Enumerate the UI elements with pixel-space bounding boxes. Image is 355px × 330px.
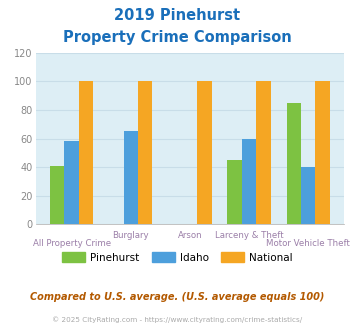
Text: Larceny & Theft: Larceny & Theft: [215, 231, 283, 240]
Bar: [79, 82, 93, 224]
Bar: [64, 142, 79, 224]
Bar: [316, 82, 330, 224]
Bar: [197, 82, 212, 224]
Bar: [256, 82, 271, 224]
Bar: [242, 139, 256, 224]
Bar: [301, 167, 316, 224]
Text: © 2025 CityRating.com - https://www.cityrating.com/crime-statistics/: © 2025 CityRating.com - https://www.city…: [53, 317, 302, 323]
Bar: [286, 103, 301, 224]
Text: Compared to U.S. average. (U.S. average equals 100): Compared to U.S. average. (U.S. average …: [30, 292, 325, 302]
Text: Motor Vehicle Theft: Motor Vehicle Theft: [266, 240, 350, 248]
Text: Property Crime Comparison: Property Crime Comparison: [63, 30, 292, 45]
Legend: Pinehurst, Idaho, National: Pinehurst, Idaho, National: [58, 248, 297, 267]
Bar: [50, 166, 64, 224]
Text: All Property Crime: All Property Crime: [33, 240, 111, 248]
Text: Arson: Arson: [178, 231, 202, 240]
Bar: [124, 131, 138, 224]
Bar: [138, 82, 152, 224]
Text: Burglary: Burglary: [113, 231, 149, 240]
Text: 2019 Pinehurst: 2019 Pinehurst: [114, 8, 241, 23]
Bar: [228, 160, 242, 224]
